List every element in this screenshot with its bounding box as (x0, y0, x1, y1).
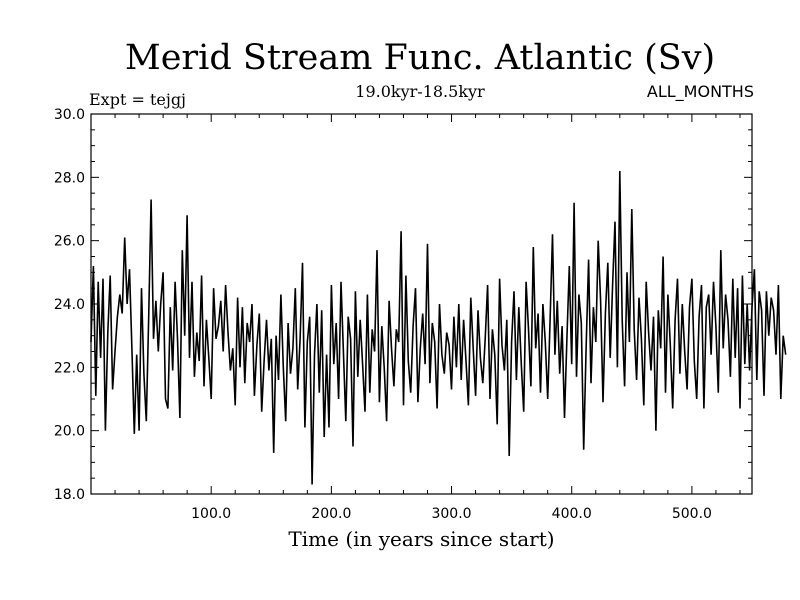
y-tick-label: 24.0 (54, 297, 85, 313)
y-tick-label: 26.0 (54, 234, 85, 250)
x-tick-label: 300.0 (431, 506, 471, 522)
x-axis-title: Time (in years since start) (288, 527, 555, 551)
plot-frame (90, 113, 753, 495)
axis-tick-labels: 18.0 20.0 22.0 24.0 26.0 28.0 30.0 100.0 200.0 30… (54, 107, 712, 522)
chart-subtitle: 19.0kyr-18.5kyr (355, 82, 485, 101)
months-label: ALL_MONTHS (646, 82, 754, 101)
x-tick-label: 100.0 (191, 506, 231, 522)
x-tick-label: 500.0 (672, 506, 712, 522)
axis-ticks (91, 113, 752, 495)
y-tick-label: 28.0 (54, 170, 85, 186)
y-tick-label: 30.0 (54, 107, 85, 123)
experiment-label: Expt = tejgj (89, 90, 187, 109)
x-tick-label: 200.0 (311, 506, 351, 522)
y-tick-label: 18.0 (54, 487, 85, 503)
y-tick-label: 22.0 (54, 360, 85, 376)
x-tick-label: 400.0 (552, 506, 592, 522)
chart-title: Merid Stream Func. Atlantic (Sv) (124, 38, 716, 78)
y-tick-label: 20.0 (54, 424, 85, 440)
series-line (90, 170, 787, 485)
